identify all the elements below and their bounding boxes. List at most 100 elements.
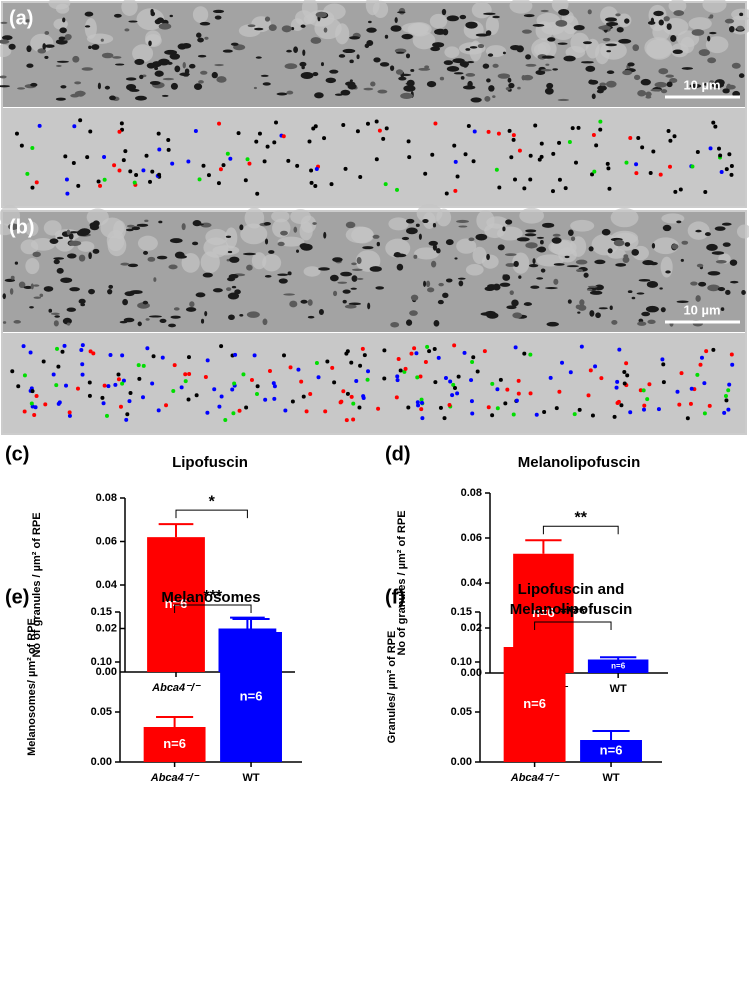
granule bbox=[78, 254, 86, 262]
cell-texture bbox=[485, 15, 500, 35]
granule bbox=[228, 314, 235, 321]
granule bbox=[144, 219, 149, 223]
granule-dot bbox=[193, 129, 198, 134]
granule-dot bbox=[151, 354, 156, 359]
granule-dot bbox=[134, 172, 139, 177]
granule-dot bbox=[661, 380, 666, 385]
granule bbox=[588, 246, 594, 252]
cell-texture bbox=[519, 207, 544, 224]
granule bbox=[0, 39, 10, 44]
granule bbox=[613, 239, 625, 247]
granule bbox=[627, 62, 635, 67]
y-tick-label: 0.02 bbox=[461, 622, 482, 634]
granule-dot bbox=[10, 369, 15, 374]
granule bbox=[406, 218, 415, 224]
cell-texture bbox=[136, 8, 165, 31]
cell-texture bbox=[436, 208, 452, 227]
granule-dot bbox=[96, 179, 101, 184]
y-tick-label: 0.06 bbox=[96, 535, 117, 547]
granule bbox=[340, 89, 351, 96]
granule bbox=[499, 282, 511, 287]
granule bbox=[145, 318, 150, 321]
granule bbox=[227, 250, 233, 254]
granule bbox=[126, 83, 137, 91]
granule bbox=[586, 288, 593, 291]
granule-dot bbox=[57, 400, 62, 405]
granule-dot bbox=[257, 131, 262, 136]
granule bbox=[168, 323, 176, 328]
granule bbox=[153, 277, 157, 282]
granule-dot bbox=[638, 388, 643, 393]
granule bbox=[342, 289, 351, 294]
granule bbox=[314, 92, 324, 99]
granule bbox=[666, 23, 672, 30]
granule-dot bbox=[622, 369, 627, 374]
granule-dot bbox=[383, 182, 388, 187]
granule bbox=[555, 19, 568, 27]
granule bbox=[247, 24, 256, 28]
granule bbox=[671, 243, 679, 250]
granule bbox=[268, 24, 277, 32]
panel-label: (a) bbox=[9, 7, 33, 29]
granule bbox=[540, 268, 546, 273]
granule bbox=[278, 278, 288, 284]
granule bbox=[56, 267, 64, 274]
granule-dot bbox=[462, 350, 467, 355]
granule bbox=[724, 18, 735, 24]
granule-dot bbox=[186, 355, 191, 360]
granule-dot bbox=[113, 382, 118, 387]
granule-dot bbox=[451, 382, 456, 387]
granule-dot bbox=[517, 148, 522, 153]
granule-dot bbox=[702, 381, 707, 386]
panel-label: (c) bbox=[5, 443, 29, 465]
granule bbox=[280, 230, 288, 236]
granule bbox=[325, 77, 337, 84]
granule bbox=[462, 85, 476, 90]
granule bbox=[511, 299, 519, 307]
granule-dot bbox=[402, 369, 407, 374]
granule bbox=[181, 42, 192, 49]
granule-dot bbox=[470, 360, 475, 365]
granule bbox=[126, 224, 135, 228]
granule-dot bbox=[121, 158, 126, 163]
granule bbox=[107, 288, 113, 295]
granule-dot bbox=[288, 365, 293, 370]
granule bbox=[158, 23, 172, 30]
granule-dot bbox=[343, 166, 348, 171]
granule-dot bbox=[125, 412, 130, 417]
granule bbox=[212, 288, 223, 293]
granule bbox=[158, 58, 170, 66]
granule bbox=[665, 74, 674, 78]
granule bbox=[69, 287, 80, 292]
granule bbox=[125, 77, 137, 81]
granule bbox=[695, 229, 702, 233]
granule-dot bbox=[396, 357, 401, 362]
y-tick-label: 0.05 bbox=[451, 706, 472, 718]
granule-dot bbox=[16, 384, 21, 389]
granule bbox=[84, 25, 91, 28]
cell-texture bbox=[562, 15, 579, 35]
granule bbox=[413, 254, 418, 259]
significance-label: **** bbox=[560, 605, 586, 622]
granule bbox=[602, 37, 611, 42]
granule bbox=[400, 92, 413, 100]
granule-dot bbox=[647, 382, 652, 387]
granule-dot bbox=[727, 152, 732, 157]
granule bbox=[123, 317, 135, 323]
granule-dot bbox=[62, 343, 67, 348]
granule-dot bbox=[528, 177, 533, 182]
granule bbox=[622, 256, 630, 263]
granule-dot bbox=[673, 189, 678, 194]
granule bbox=[101, 52, 114, 59]
granule-dot bbox=[522, 186, 527, 191]
granule bbox=[78, 228, 91, 235]
granule bbox=[660, 307, 666, 313]
granule bbox=[315, 11, 328, 18]
granule bbox=[441, 8, 447, 16]
granule bbox=[446, 15, 459, 22]
cell-texture bbox=[106, 229, 125, 252]
x-tick-label: Abca4⁻/⁻ bbox=[510, 772, 560, 784]
granule-dot bbox=[381, 136, 386, 141]
granule bbox=[84, 11, 94, 17]
granule-dot bbox=[365, 121, 370, 126]
